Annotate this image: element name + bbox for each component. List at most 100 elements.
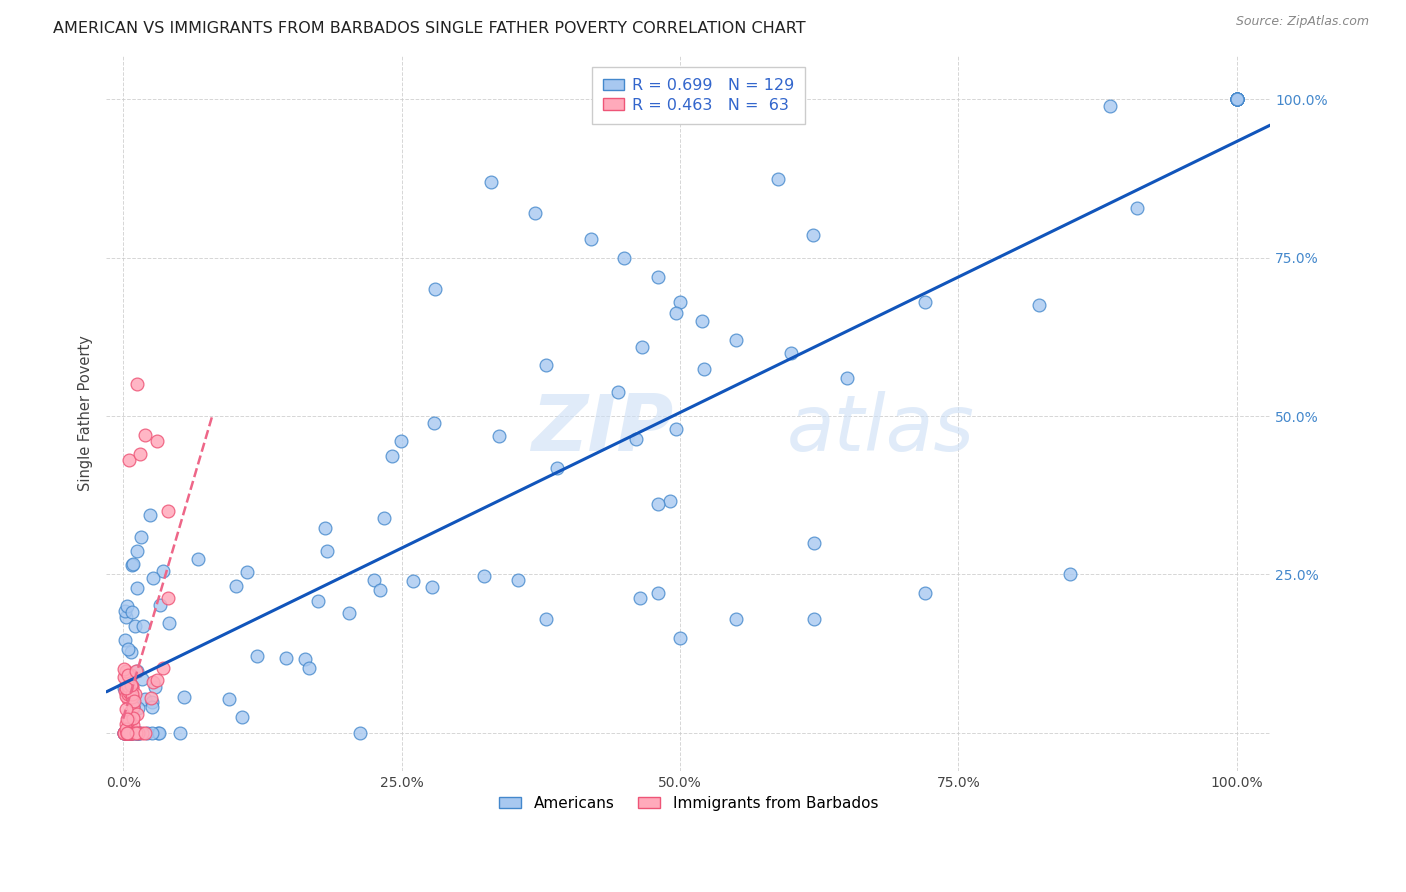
Point xyxy=(114,664,136,678)
Point xyxy=(914,295,936,310)
Point xyxy=(117,725,139,739)
Point xyxy=(125,725,148,739)
Point xyxy=(114,722,136,736)
Text: AMERICAN VS IMMIGRANTS FROM BARBADOS SINGLE FATHER POVERTY CORRELATION CHART: AMERICAN VS IMMIGRANTS FROM BARBADOS SIN… xyxy=(53,21,806,37)
Point xyxy=(156,591,179,605)
Point xyxy=(423,282,446,296)
Point xyxy=(112,725,135,739)
Point xyxy=(152,661,174,675)
Point xyxy=(231,709,253,723)
Point xyxy=(132,619,155,633)
Point xyxy=(647,586,669,600)
Point xyxy=(337,606,360,620)
Point xyxy=(115,713,138,727)
Point xyxy=(368,582,391,597)
Point xyxy=(136,725,159,739)
Point xyxy=(121,711,143,725)
Point xyxy=(276,651,298,665)
Point xyxy=(724,612,747,626)
Point xyxy=(141,700,163,714)
Point xyxy=(122,699,145,714)
Point xyxy=(118,680,141,694)
Point xyxy=(118,705,141,719)
Point xyxy=(173,690,195,705)
Point xyxy=(118,685,141,699)
Point xyxy=(134,725,156,739)
Point xyxy=(139,508,162,522)
Point xyxy=(115,717,138,731)
Point xyxy=(122,725,145,739)
Point xyxy=(124,725,146,739)
Point xyxy=(122,558,145,572)
Point xyxy=(349,725,371,739)
Point xyxy=(125,725,148,739)
Point xyxy=(724,333,747,347)
Point xyxy=(1226,93,1249,107)
Point xyxy=(389,434,412,449)
Point xyxy=(606,384,628,399)
Point xyxy=(314,521,336,535)
Point xyxy=(112,670,135,684)
Point xyxy=(647,269,669,284)
Point xyxy=(117,725,139,739)
Point xyxy=(120,725,142,739)
Point xyxy=(120,720,142,734)
Text: ZIP: ZIP xyxy=(531,391,673,467)
Text: atlas: atlas xyxy=(786,391,974,467)
Point xyxy=(117,710,139,724)
Point xyxy=(1226,93,1249,107)
Point xyxy=(128,447,150,461)
Point xyxy=(125,664,148,678)
Point xyxy=(1226,93,1249,107)
Point xyxy=(402,574,425,589)
Point xyxy=(114,633,136,648)
Point xyxy=(114,725,136,739)
Point xyxy=(225,579,247,593)
Point xyxy=(112,662,135,676)
Point xyxy=(141,695,163,709)
Point xyxy=(659,494,682,508)
Point xyxy=(546,460,568,475)
Point xyxy=(1125,201,1147,215)
Point xyxy=(152,565,174,579)
Point xyxy=(114,724,136,739)
Point xyxy=(690,314,713,328)
Point xyxy=(835,371,858,385)
Point xyxy=(121,558,143,572)
Point xyxy=(1226,93,1249,107)
Point xyxy=(125,664,148,678)
Point xyxy=(121,725,143,739)
Point xyxy=(579,232,602,246)
Point xyxy=(647,497,669,511)
Point xyxy=(298,661,321,675)
Point xyxy=(121,605,143,619)
Point xyxy=(316,543,339,558)
Point xyxy=(134,428,156,442)
Point xyxy=(187,552,209,566)
Point xyxy=(363,574,385,588)
Point xyxy=(120,725,142,739)
Point xyxy=(122,717,145,731)
Point xyxy=(117,725,139,739)
Point xyxy=(124,619,146,633)
Point xyxy=(117,691,139,706)
Point xyxy=(121,681,143,695)
Point xyxy=(121,690,143,704)
Point xyxy=(488,429,510,443)
Point xyxy=(1226,93,1249,107)
Point xyxy=(479,175,502,189)
Point xyxy=(118,725,141,739)
Point xyxy=(114,604,136,618)
Point xyxy=(235,565,257,579)
Point xyxy=(624,432,647,446)
Point xyxy=(121,700,143,714)
Point xyxy=(472,569,495,583)
Point xyxy=(693,362,716,376)
Point xyxy=(121,679,143,693)
Y-axis label: Single Father Poverty: Single Father Poverty xyxy=(79,335,93,491)
Point xyxy=(307,594,329,608)
Point xyxy=(114,684,136,698)
Point xyxy=(169,725,191,739)
Point xyxy=(1226,93,1249,107)
Point xyxy=(122,711,145,725)
